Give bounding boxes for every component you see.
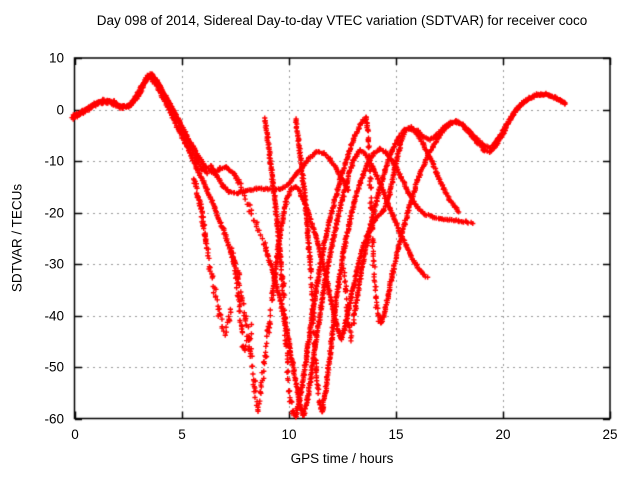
x-tick-label: 5: [178, 427, 186, 442]
y-tick-label: -20: [44, 205, 64, 220]
x-tick-label: 15: [388, 427, 404, 442]
y-tick-label: 0: [56, 102, 64, 117]
y-tick-label: 10: [48, 50, 64, 66]
y-tick-label: -50: [44, 359, 64, 375]
x-tick-label: 10: [281, 427, 297, 442]
y-tick-label: -10: [44, 153, 64, 169]
chart-title: Day 098 of 2014, Sidereal Day-to-day VTE…: [96, 13, 588, 28]
y-axis-label: SDTVAR / TECUs: [9, 183, 25, 293]
x-tick-label: 20: [495, 427, 511, 442]
y-tick-label: -40: [44, 308, 64, 323]
x-tick-label: 25: [602, 427, 618, 442]
x-tick-label: 0: [71, 427, 79, 442]
x-axis-label: GPS time / hours: [290, 451, 394, 466]
y-tick-label: -30: [44, 256, 64, 272]
y-tick-label: -60: [44, 411, 64, 426]
